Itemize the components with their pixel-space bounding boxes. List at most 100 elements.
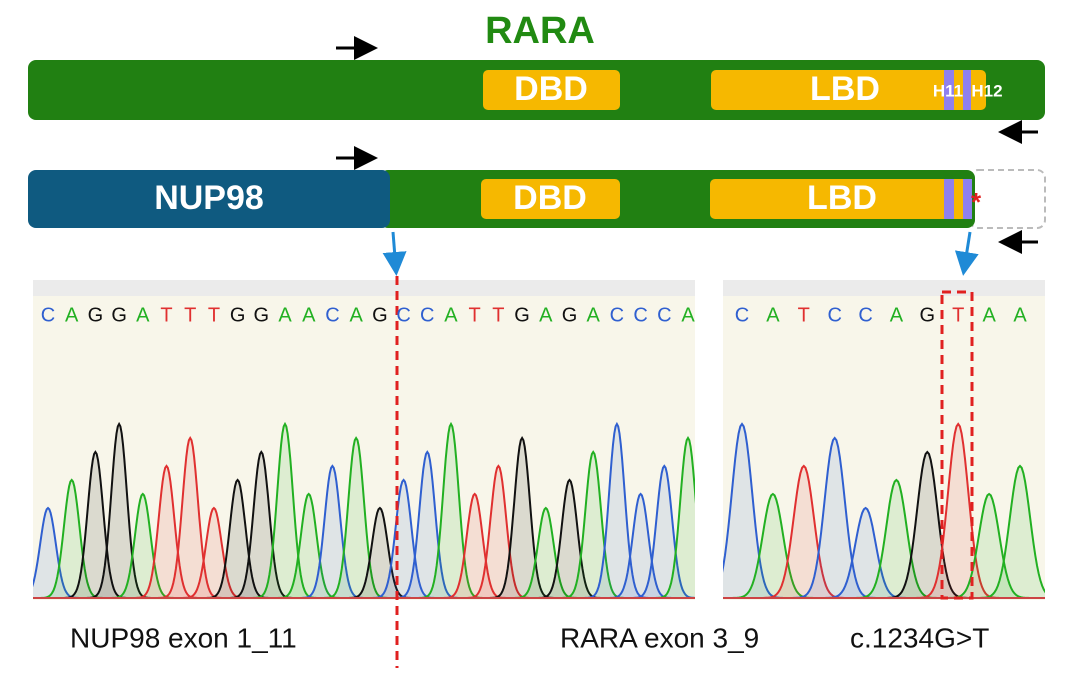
base-call: A	[444, 304, 458, 326]
base-call: C	[41, 304, 55, 326]
peak	[608, 492, 672, 599]
peak	[299, 464, 364, 599]
base-call: G	[514, 304, 530, 326]
lbd-label: LBD	[810, 70, 880, 108]
panel-header	[723, 280, 1045, 296]
peak	[489, 436, 554, 599]
peak	[370, 478, 435, 599]
helix	[944, 70, 954, 110]
base-call: T	[469, 304, 481, 326]
peak	[394, 450, 459, 599]
peak	[442, 492, 507, 599]
peak	[347, 506, 412, 599]
gene-title: RARA	[485, 10, 595, 52]
peak	[513, 506, 578, 599]
base-call: G	[372, 304, 388, 326]
base-call: C	[325, 304, 339, 326]
peak	[205, 478, 269, 599]
peak	[133, 464, 198, 599]
lbd-label: LBD	[807, 179, 877, 217]
base-call: G	[254, 304, 270, 326]
peak	[157, 436, 222, 599]
base-call: A	[587, 304, 601, 326]
base-call: G	[230, 304, 246, 326]
nup98-part	[28, 170, 390, 228]
lbd-domain	[710, 179, 972, 219]
base-call: A	[136, 304, 150, 326]
caption: RARA exon 3_9	[560, 622, 759, 653]
peak	[62, 450, 127, 599]
peak	[418, 421, 483, 599]
base-call: T	[798, 304, 810, 326]
base-call: C	[396, 304, 410, 326]
peak	[977, 464, 1045, 599]
base-call: A	[982, 304, 996, 326]
peak	[465, 464, 530, 599]
mutation-mark: *	[971, 187, 982, 217]
caption: NUP98 exon 1_11	[70, 622, 297, 653]
base-call: A	[278, 304, 292, 326]
peak	[33, 506, 80, 599]
dbd-domain	[483, 70, 620, 110]
h12-label: H12	[971, 81, 1002, 100]
base-call: T	[492, 304, 504, 326]
h11-label: H11	[933, 81, 963, 100]
trace	[723, 422, 1045, 599]
pointer-arrow	[382, 231, 407, 276]
base-call: C	[827, 304, 841, 326]
lbd-domain	[711, 70, 986, 110]
panel-header	[33, 280, 695, 296]
peak	[181, 506, 246, 599]
peak	[39, 478, 104, 599]
peak	[323, 436, 388, 599]
base-call: A	[302, 304, 316, 326]
peak	[884, 450, 969, 599]
peak	[110, 492, 175, 599]
base-call: T	[184, 304, 196, 326]
base-call: A	[65, 304, 79, 326]
base-call: C	[735, 304, 749, 326]
base-call: A	[539, 304, 553, 326]
base-call: A	[681, 304, 695, 326]
base-call: T	[208, 304, 220, 326]
base-call: G	[111, 304, 127, 326]
peak	[655, 436, 695, 599]
base-call: A	[890, 304, 904, 326]
base-call: G	[920, 304, 936, 326]
lost-region	[969, 169, 1046, 229]
base-call: C	[858, 304, 872, 326]
mutation-box	[940, 290, 974, 600]
base-call: A	[766, 304, 780, 326]
helix	[963, 179, 972, 219]
peak	[584, 421, 649, 599]
peak	[276, 492, 341, 599]
peak	[730, 492, 814, 599]
nup98-label: NUP98	[154, 179, 264, 217]
caption: c.1234G>T	[850, 622, 989, 653]
peak	[631, 464, 695, 599]
peak	[761, 464, 845, 599]
peak	[252, 421, 317, 599]
peak	[792, 436, 876, 599]
base-call: C	[657, 304, 671, 326]
peak	[560, 450, 625, 599]
dbd-domain	[481, 179, 620, 219]
base-call: G	[88, 304, 104, 326]
base-call: G	[562, 304, 578, 326]
pointer-arrow	[954, 231, 979, 276]
helix	[944, 179, 954, 219]
peak	[86, 421, 151, 599]
base-call: T	[952, 304, 964, 326]
base-call: C	[420, 304, 434, 326]
base-call: A	[1013, 304, 1027, 326]
peak	[723, 422, 783, 599]
base-call: C	[610, 304, 624, 326]
peak	[536, 478, 601, 599]
dbd-label: DBD	[513, 179, 587, 217]
base-call: T	[160, 304, 172, 326]
base-call: A	[349, 304, 363, 326]
trace	[33, 421, 695, 599]
dbd-label: DBD	[514, 70, 588, 108]
peak	[228, 450, 293, 599]
